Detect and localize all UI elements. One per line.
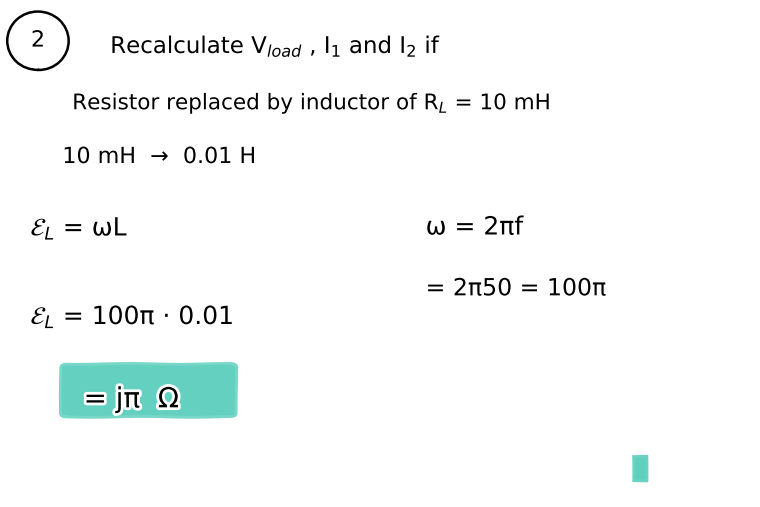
FancyBboxPatch shape [632, 455, 648, 482]
Text: = jπ  Ω: = jπ Ω [84, 385, 179, 413]
Text: $\mathcal{E}_L$ = ωL: $\mathcal{E}_L$ = ωL [30, 215, 128, 242]
Text: 2: 2 [31, 30, 45, 51]
Text: ω = 2πf: ω = 2πf [426, 215, 524, 239]
Text: $\mathcal{E}_L$ = 100π · 0.01: $\mathcal{E}_L$ = 100π · 0.01 [30, 304, 234, 331]
Text: Recalculate V$_{load}$ , I$_1$ and I$_2$ if: Recalculate V$_{load}$ , I$_1$ and I$_2$… [110, 33, 441, 59]
FancyBboxPatch shape [59, 363, 238, 418]
Text: = 2π50 = 100π: = 2π50 = 100π [426, 276, 606, 300]
Text: 10 mH  →  0.01 H: 10 mH → 0.01 H [62, 147, 257, 167]
Text: Resistor replaced by inductor of R$_L$ = 10 mH: Resistor replaced by inductor of R$_L$ =… [72, 91, 550, 115]
